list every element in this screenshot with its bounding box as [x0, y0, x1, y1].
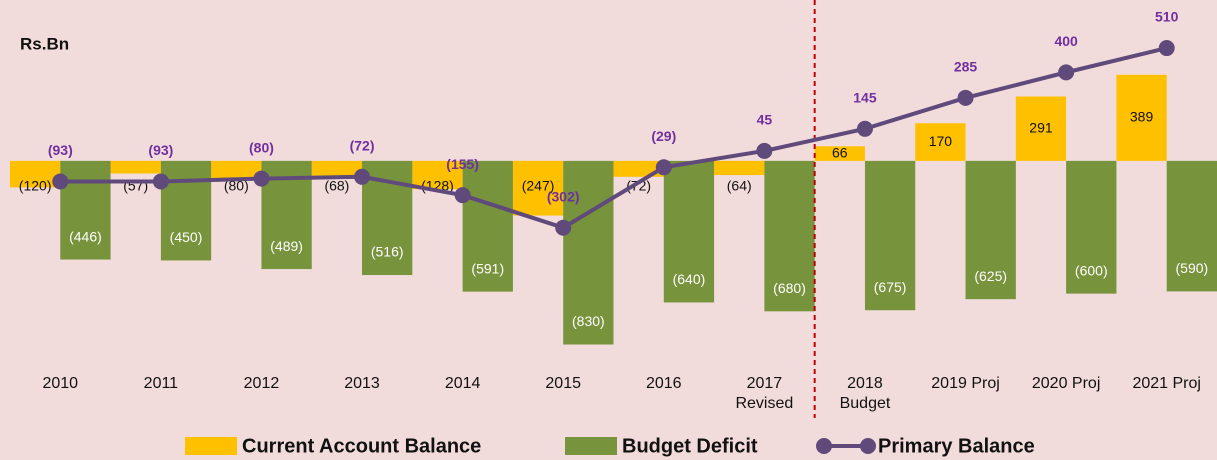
bar-value-label: (80)	[224, 178, 249, 194]
bar	[764, 160, 815, 312]
line-point	[1158, 40, 1175, 57]
legend-swatch	[185, 437, 237, 455]
x-tick-label: 2016	[645, 375, 682, 392]
bar	[160, 160, 212, 261]
bar	[1166, 160, 1217, 292]
line-value-label: 145	[853, 89, 877, 105]
x-tick-label: 2018 Budget	[839, 375, 891, 412]
bar-value-label: (446)	[69, 228, 102, 244]
bar	[915, 123, 966, 161]
line-point	[856, 120, 873, 137]
bar-value-label: 291	[1029, 119, 1053, 135]
line-value-label: 285	[954, 59, 978, 75]
line-value-label: (93)	[48, 142, 73, 158]
line-value-label: (155)	[446, 156, 479, 172]
bar	[512, 160, 564, 216]
bar	[814, 146, 865, 161]
x-tick-label: 2020 Proj	[1031, 375, 1101, 392]
line-point	[756, 142, 773, 159]
x-tick-label: 2011	[143, 375, 179, 392]
bar-value-label: (591)	[471, 260, 504, 276]
legend-label: Budget Deficit	[622, 435, 758, 457]
bar-value-label: 389	[1130, 109, 1154, 125]
bar	[1015, 96, 1067, 161]
line-value-label: 400	[1054, 33, 1078, 49]
line-value-label: (72)	[350, 138, 375, 154]
x-tick-label: 2012	[243, 375, 280, 392]
bar	[462, 160, 513, 292]
line-point	[957, 89, 974, 106]
bar-value-label: (600)	[1075, 262, 1108, 278]
bar	[563, 160, 614, 345]
line-point	[1058, 64, 1075, 81]
bar	[211, 160, 262, 179]
unit-label: Rs.Bn	[20, 34, 69, 53]
line-point	[152, 173, 169, 190]
line-point	[52, 173, 69, 190]
bar	[1066, 160, 1117, 294]
bar-value-label: (680)	[773, 280, 806, 296]
line-value-label: (302)	[547, 188, 580, 204]
line-point	[354, 168, 371, 185]
line-value-label: 45	[757, 112, 773, 128]
line-value-label: (29)	[651, 128, 676, 144]
bar	[965, 160, 1016, 300]
bar-value-label: (516)	[371, 244, 404, 260]
line	[60, 46, 1168, 230]
bar	[10, 160, 61, 188]
bar-value-label: (830)	[572, 313, 605, 329]
bar-value-label: (450)	[170, 229, 203, 245]
x-tick-label: 2017 Revised	[735, 375, 794, 412]
bar-value-label: (675)	[874, 279, 907, 295]
line-value-label: (93)	[148, 142, 173, 158]
x-tick-label: 2015	[545, 375, 581, 392]
bar	[412, 160, 463, 190]
legend-swatch	[565, 437, 617, 455]
x-tick-label: 2013	[344, 375, 380, 392]
bar-value-label: (590)	[1176, 260, 1209, 276]
x-tick-label: 2014	[444, 375, 481, 392]
bar-value-label: (72)	[626, 178, 651, 194]
line-point	[555, 219, 572, 236]
x-tick-label: 2019 Proj	[931, 375, 1000, 392]
line-point	[253, 170, 270, 187]
bar-value-label: (120)	[19, 178, 52, 194]
legend-label: Primary Balance	[878, 435, 1035, 457]
line-value-label: (80)	[249, 139, 274, 155]
bar	[110, 160, 161, 174]
bar-value-label: (247)	[522, 178, 555, 194]
legend-swatch	[860, 438, 876, 454]
bar-value-label: 170	[929, 133, 953, 149]
bar	[663, 160, 715, 303]
x-tick-label: 2021 Proj	[1132, 375, 1201, 392]
bar-value-label: (489)	[270, 238, 303, 254]
x-tick-label: 2010	[42, 375, 79, 392]
bar-value-label: (68)	[324, 178, 349, 194]
legend-swatch	[816, 438, 832, 454]
bar	[311, 160, 363, 176]
bar-value-label: (625)	[974, 268, 1007, 284]
bar	[60, 160, 111, 260]
bar	[714, 160, 765, 176]
bar-value-label: 66	[832, 144, 848, 160]
line-point	[454, 187, 471, 204]
bar-value-label: (64)	[727, 178, 752, 194]
bar	[1116, 74, 1167, 161]
legend-label: Current Account Balance	[242, 435, 481, 457]
line-point	[655, 159, 672, 176]
bar	[864, 160, 916, 311]
line-value-label: 510	[1155, 9, 1179, 25]
bar-value-label: (640)	[673, 271, 706, 287]
